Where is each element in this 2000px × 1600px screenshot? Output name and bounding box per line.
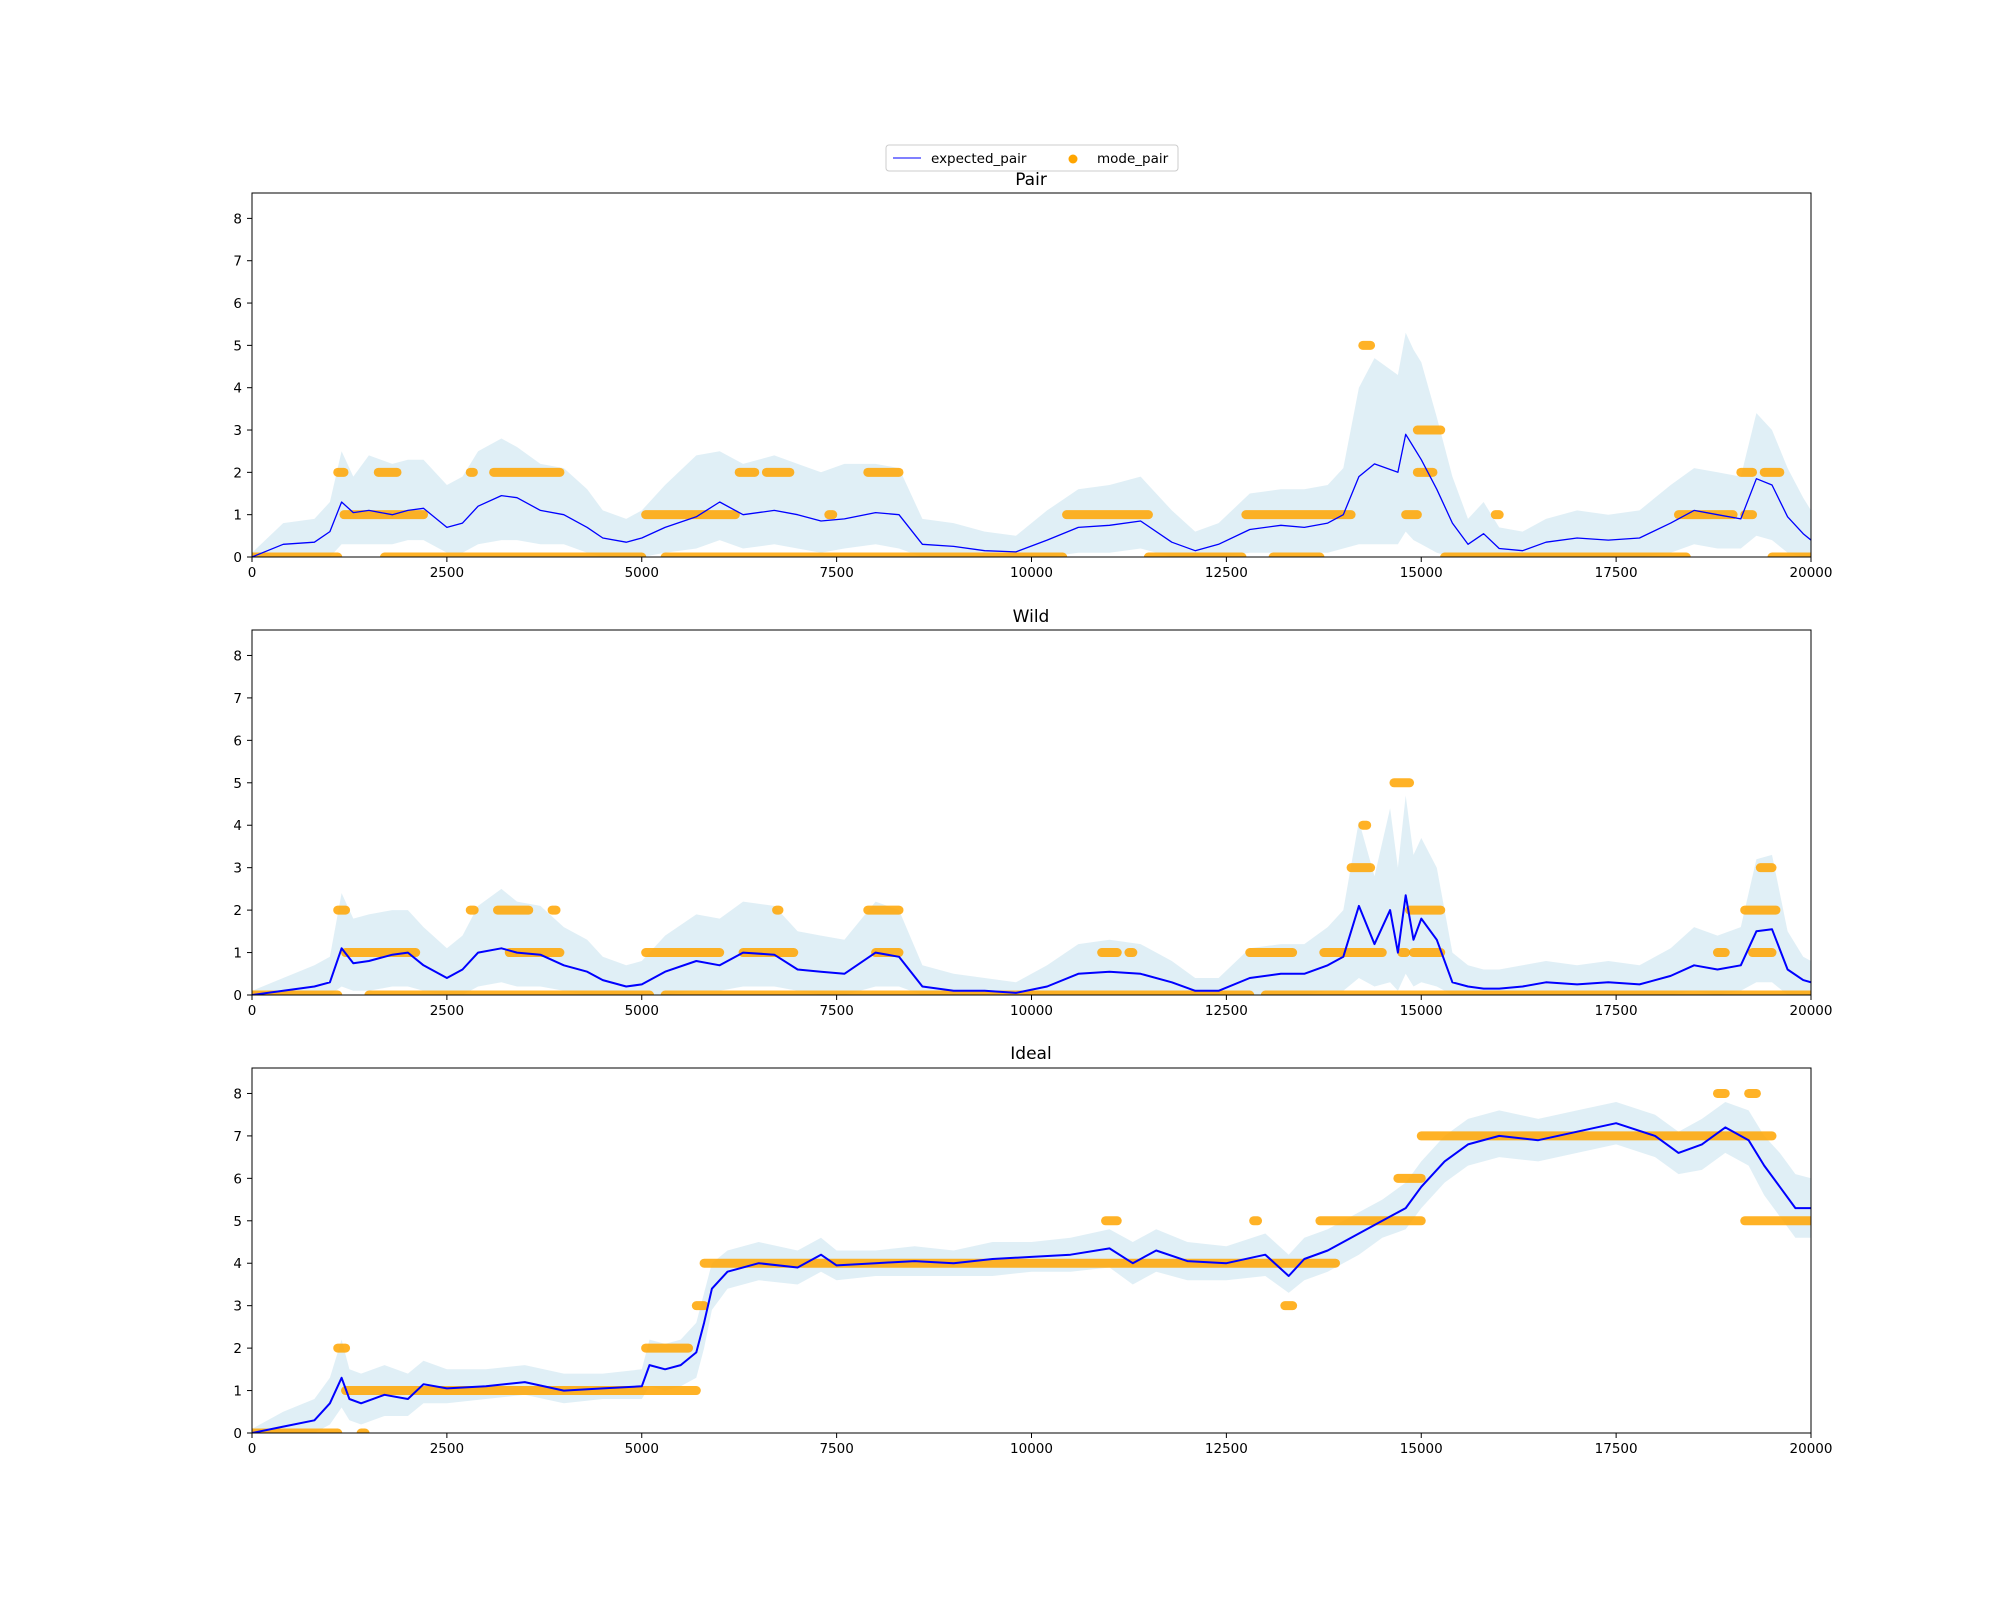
x-tick-label: 20000 <box>1790 565 1833 581</box>
x-tick-label: 0 <box>248 1441 257 1457</box>
x-tick-label: 20000 <box>1790 1441 1833 1457</box>
confidence-band <box>252 332 1811 557</box>
legend: expected_pair mode_pair <box>885 144 1179 172</box>
panel-title: Pair <box>1015 170 1047 190</box>
y-tick-label: 4 <box>233 381 242 397</box>
expected-pair-line <box>252 1122 1811 1433</box>
y-tick-label: 6 <box>233 1171 242 1187</box>
x-tick-label: 5000 <box>625 1441 659 1457</box>
legend-label-expected-pair: expected_pair <box>931 151 1027 167</box>
x-tick-label: 5000 <box>625 565 659 581</box>
x-tick-label: 20000 <box>1790 1003 1833 1019</box>
y-tick-label: 1 <box>233 1384 242 1400</box>
panel-pair: Pair 0 2500 5000 7500 10000 12500 15000 17500 20… <box>233 170 1832 581</box>
x-tick-label: 2500 <box>430 1003 464 1019</box>
legend-box <box>885 144 1179 172</box>
y-tick-label: 8 <box>233 648 242 664</box>
x-tick-label: 2500 <box>430 1441 464 1457</box>
plot-area <box>252 778 1811 995</box>
panel-ideal: Ideal 0 2500 5000 7500 10000 12500 15000 17500 2… <box>233 1044 1832 1457</box>
x-tick-label: 2500 <box>430 565 464 581</box>
x-tick-label: 10000 <box>1010 565 1053 581</box>
panel-title: Ideal <box>1010 1044 1051 1064</box>
y-tick-label: 4 <box>233 818 242 834</box>
plot-area <box>252 1088 1811 1433</box>
x-tick-label: 7500 <box>819 565 853 581</box>
x-tick-label: 10000 <box>1010 1003 1053 1019</box>
x-tick-label: 15000 <box>1400 1441 1443 1457</box>
legend-label-mode-pair: mode_pair <box>1097 151 1169 167</box>
panel-wild: Wild 0 2500 5000 7500 10000 12500 15000 17500 20… <box>233 607 1832 1019</box>
x-tick-label: 17500 <box>1595 565 1638 581</box>
y-tick-label: 8 <box>233 1086 242 1102</box>
y-tick-label: 5 <box>233 1214 242 1230</box>
confidence-band <box>252 795 1811 995</box>
y-tick-label: 3 <box>233 1299 242 1315</box>
x-tick-label: 15000 <box>1400 565 1443 581</box>
y-tick-label: 3 <box>233 423 242 439</box>
y-tick-label: 0 <box>233 988 242 1004</box>
y-tick-label: 2 <box>233 1341 242 1357</box>
y-tick-label: 1 <box>233 508 242 524</box>
expected-pair-line <box>252 894 1811 995</box>
x-tick-label: 12500 <box>1205 1003 1248 1019</box>
x-tick-label: 17500 <box>1595 1003 1638 1019</box>
y-tick-label: 1 <box>233 946 242 962</box>
y-tick-label: 2 <box>233 465 242 481</box>
y-tick-label: 7 <box>233 254 242 270</box>
x-tick-label: 0 <box>248 565 257 581</box>
panel-title: Wild <box>1013 607 1050 627</box>
y-tick-label: 0 <box>233 550 242 566</box>
x-tick-label: 12500 <box>1205 1441 1248 1457</box>
x-tick-label: 12500 <box>1205 565 1248 581</box>
x-tick-label: 7500 <box>819 1441 853 1457</box>
y-tick-label: 6 <box>233 733 242 749</box>
plot-area <box>252 332 1811 557</box>
y-tick-label: 4 <box>233 1256 242 1272</box>
x-tick-label: 17500 <box>1595 1441 1638 1457</box>
x-tick-label: 10000 <box>1010 1441 1053 1457</box>
y-tick-label: 0 <box>233 1426 242 1442</box>
y-tick-label: 5 <box>233 338 242 354</box>
y-tick-label: 7 <box>233 691 242 707</box>
legend-marker-swatch <box>1068 154 1078 164</box>
y-tick-label: 5 <box>233 776 242 792</box>
expected-pair-line <box>252 433 1811 557</box>
x-tick-label: 5000 <box>625 1003 659 1019</box>
x-tick-label: 7500 <box>819 1003 853 1019</box>
x-tick-label: 15000 <box>1400 1003 1443 1019</box>
y-tick-label: 2 <box>233 903 242 919</box>
y-tick-label: 8 <box>233 211 242 227</box>
y-tick-label: 7 <box>233 1129 242 1145</box>
y-tick-label: 6 <box>233 296 242 312</box>
x-tick-label: 0 <box>248 1003 257 1019</box>
y-tick-label: 3 <box>233 861 242 877</box>
